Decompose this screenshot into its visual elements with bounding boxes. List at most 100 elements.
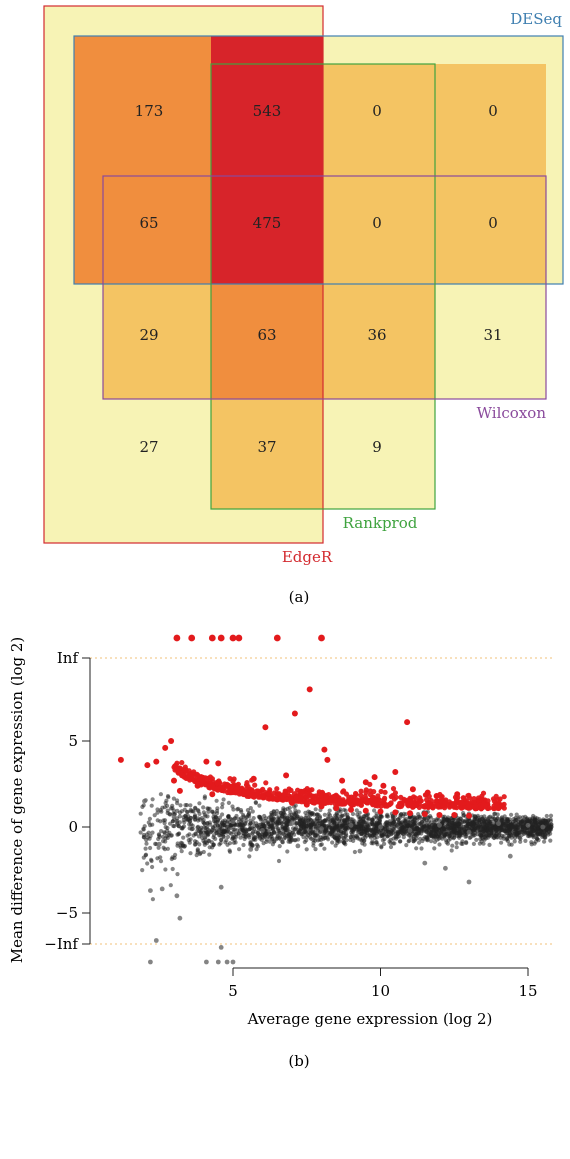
gene-point	[385, 834, 390, 839]
gene-point	[161, 839, 166, 844]
gene-point	[529, 842, 534, 847]
cell-value: 63	[257, 326, 276, 344]
gene-point	[176, 824, 181, 829]
gene-point	[168, 821, 173, 826]
gene-point	[457, 825, 462, 830]
gene-point	[205, 832, 210, 837]
significant-gene-point	[495, 805, 502, 812]
deseq-label: DESeq	[510, 10, 562, 28]
cell-value: 173	[135, 102, 164, 120]
gene-point	[257, 834, 262, 839]
significant-gene-point	[215, 760, 222, 767]
significant-gene-point	[337, 798, 343, 804]
gene-point	[187, 826, 192, 831]
gene-point	[332, 820, 337, 825]
gene-point	[231, 840, 236, 845]
gene-point	[247, 854, 252, 859]
gene-point	[207, 838, 212, 844]
gene-point	[177, 810, 183, 815]
gene-point	[419, 846, 424, 851]
significant-gene-point	[409, 803, 415, 809]
heat-cell-extension	[211, 36, 323, 64]
gene-point	[175, 801, 180, 806]
gene-point	[235, 807, 240, 812]
gene-point	[522, 831, 527, 837]
gene-point	[214, 808, 220, 814]
significant-gene-point	[371, 789, 377, 795]
gene-point	[248, 847, 254, 852]
significant-gene-point	[372, 801, 378, 807]
gene-point	[482, 826, 487, 831]
gene-point	[261, 841, 266, 846]
gene-point	[327, 808, 332, 813]
gene-point	[394, 823, 400, 828]
gene-point	[285, 849, 290, 854]
significant-gene-point	[211, 786, 217, 792]
significant-gene-point	[144, 762, 151, 769]
gene-point	[211, 814, 216, 820]
gene-point	[143, 852, 149, 857]
significant-gene-point	[460, 795, 466, 801]
gene-point	[176, 832, 181, 837]
gene-point	[152, 813, 157, 818]
gene-point	[179, 849, 184, 854]
gene-point	[360, 841, 365, 846]
significant-gene-point	[371, 774, 378, 781]
y-axis-ticks: Inf 5 0 −5 −Inf	[44, 649, 90, 953]
significant-gene-point	[283, 789, 289, 795]
gene-point	[201, 849, 206, 855]
gene-point	[319, 826, 324, 832]
gene-point	[543, 818, 548, 824]
gene-point	[295, 843, 301, 849]
gene-point	[422, 860, 428, 866]
gene-point	[466, 829, 472, 835]
significant-gene-point	[244, 789, 251, 796]
gene-point	[166, 795, 171, 800]
y-tick-label: −5	[56, 904, 78, 922]
gene-point	[339, 825, 345, 830]
significant-gene-point	[293, 794, 299, 801]
gene-point	[472, 817, 477, 822]
gene-point	[542, 839, 547, 844]
gene-point	[190, 826, 195, 832]
gene-point	[331, 834, 337, 840]
gene-point	[250, 831, 255, 836]
significant-gene-point	[407, 810, 413, 817]
gene-point	[350, 811, 356, 817]
gene-point	[450, 830, 455, 835]
gene-point	[304, 831, 309, 836]
y-axis-label: Mean difference of gene expression (log …	[8, 637, 26, 964]
significant-gene-point	[346, 798, 352, 805]
gene-point	[311, 840, 316, 845]
gene-point	[161, 845, 166, 850]
gene-point	[209, 809, 215, 814]
cell-value: 543	[253, 102, 282, 120]
gene-point	[366, 817, 371, 822]
gene-point	[275, 816, 280, 821]
gene-point	[221, 797, 226, 802]
cell-value: 36	[367, 326, 386, 344]
significant-gene-point	[252, 782, 258, 788]
gene-point	[319, 820, 324, 826]
gene-point	[304, 847, 309, 852]
gene-point	[480, 836, 486, 841]
gene-point	[470, 823, 475, 828]
x-axis-label: Average gene expression (log 2)	[247, 1010, 493, 1028]
gene-point	[211, 833, 217, 838]
significant-gene-point	[227, 784, 234, 791]
gene-point	[169, 806, 174, 811]
x-axis-ticks: 5 10 15	[228, 968, 538, 1000]
x-tick-label: 5	[228, 982, 238, 1000]
gene-point	[379, 814, 384, 819]
positive-inf-point	[273, 634, 281, 642]
gene-point	[433, 823, 438, 828]
gene-point	[304, 827, 309, 832]
significant-gene-point	[490, 796, 497, 802]
significant-gene-point	[436, 812, 443, 818]
gene-point	[359, 830, 364, 836]
gene-point	[535, 836, 540, 841]
gene-point	[141, 826, 146, 832]
significant-gene-point	[328, 800, 334, 806]
gene-point	[301, 835, 306, 840]
significant-gene-point	[174, 765, 180, 771]
